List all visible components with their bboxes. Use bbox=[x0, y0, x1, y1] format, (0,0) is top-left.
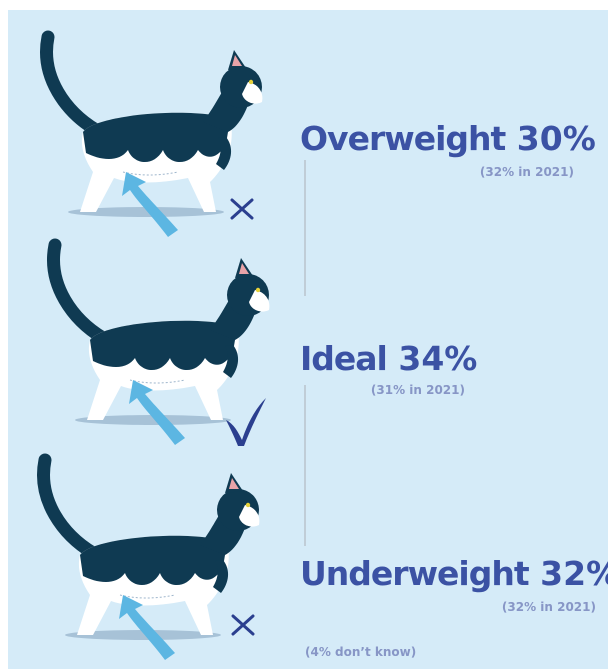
previous-year: (31% in 2021) bbox=[371, 383, 465, 397]
previous-year: (32% in 2021) bbox=[502, 600, 596, 614]
cross-icon bbox=[230, 198, 254, 220]
footnote: (4% don’t know) bbox=[305, 645, 416, 659]
label: Ideal bbox=[300, 339, 387, 378]
cross-icon bbox=[231, 614, 255, 636]
value: 30% bbox=[517, 119, 596, 158]
stat-overweight: Overweight 30% bbox=[300, 119, 596, 158]
previous-year: (32% in 2021) bbox=[480, 165, 574, 179]
stat-underweight: Underweight 32% bbox=[300, 554, 608, 593]
value: 32% bbox=[540, 554, 608, 593]
label: Overweight bbox=[300, 119, 507, 158]
label: Underweight bbox=[300, 554, 530, 593]
check-icon bbox=[226, 398, 266, 446]
value: 34% bbox=[398, 339, 477, 378]
stat-ideal: Ideal 34% bbox=[300, 339, 477, 378]
